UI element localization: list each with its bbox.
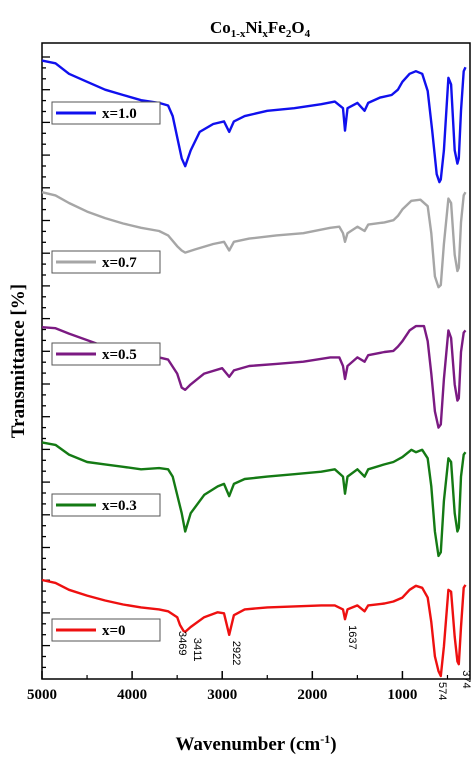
chart-title: Co1-xNixFe2O4 xyxy=(210,18,311,40)
curves xyxy=(41,59,467,678)
legend-label: x=0.5 xyxy=(102,347,137,363)
peak-label: 374 xyxy=(460,670,472,688)
legend-entry: x=0 xyxy=(51,618,161,642)
legend-label: x=1.0 xyxy=(102,106,137,122)
legend-entry: x=0.7 xyxy=(51,250,161,274)
peak-label: 3469 xyxy=(176,631,188,655)
peak-label: 574 xyxy=(436,682,448,700)
legend-entry: x=0.5 xyxy=(51,342,161,366)
series-line-x=0 xyxy=(41,578,467,678)
x-axis: 5000 4000 3000 2000 1000 xyxy=(27,671,449,703)
series-line-x=1.0 xyxy=(41,59,467,184)
legend: x=1.0 x=0.7 x=0.5 x=0.3 x=0 xyxy=(51,101,161,642)
peak-label: 2922 xyxy=(230,641,242,665)
series-line-x=0.7 xyxy=(41,191,467,289)
legend-label: x=0 xyxy=(102,623,126,639)
legend-entry: x=0.3 xyxy=(51,493,161,517)
plot-frame xyxy=(41,42,471,680)
x-tick-label: 5000 xyxy=(27,687,57,703)
x-tick-label: 2000 xyxy=(297,687,327,703)
legend-label: x=0.7 xyxy=(102,255,137,271)
x-tick-label: 1000 xyxy=(387,687,417,703)
x-tick-label: 4000 xyxy=(117,687,147,703)
y-axis xyxy=(42,56,50,669)
y-axis-title: Transmittance [%] xyxy=(8,284,29,438)
legend-label: x=0.3 xyxy=(102,498,137,514)
x-tick-label: 3000 xyxy=(207,687,237,703)
peak-label: 3411 xyxy=(191,638,203,662)
x-axis-title: Wavenumber (cm-1) xyxy=(175,732,336,755)
peak-label: 1637 xyxy=(346,625,358,649)
series-line-x=0.5 xyxy=(41,324,467,429)
series-line-x=0.3 xyxy=(41,441,467,558)
legend-entry: x=1.0 xyxy=(51,101,161,125)
peak-annotations: 3469 3411 2922 1637 574 374 xyxy=(176,625,472,700)
